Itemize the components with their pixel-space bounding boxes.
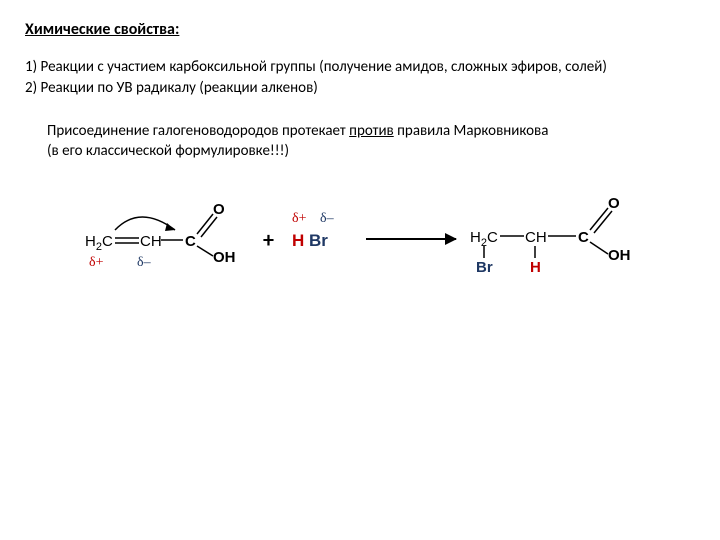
reaction-arrow (366, 238, 456, 240)
atom-label: C (185, 234, 196, 249)
reactant-acrylic-acid: H2C CH C O OH δ+ δ– (85, 194, 245, 284)
markovnikov-note: Присоединение галогеноводородов протекае… (47, 121, 695, 162)
atom-label: O (213, 202, 225, 217)
page-title: Химические свойства: (25, 20, 695, 39)
atom-label: CH (140, 234, 162, 249)
atom-label: CH (525, 230, 547, 245)
note-text: правила Марковникова (394, 122, 549, 140)
atom-label: OH (213, 250, 236, 265)
atom-label: O (608, 196, 620, 211)
reaction-scheme: H2C CH C O OH δ+ δ– + δ+ δ– H Br (35, 192, 695, 287)
note-text: (в его классической формулировке!!!) (47, 142, 289, 160)
atom-label: H (530, 260, 541, 275)
list-item: 2) Реакции по УВ радикалу (реакции алкен… (25, 78, 695, 99)
plus-sign: + (259, 226, 278, 253)
reactant-hbr: δ+ δ– H Br (292, 214, 352, 264)
note-keyword: против (349, 122, 394, 140)
charge-label: δ+ (89, 256, 104, 270)
atom-label: Br (476, 260, 493, 275)
product: H2C CH C O OH Br H (470, 192, 645, 287)
reaction-types-list: 1) Реакции с участием карбоксильной груп… (25, 57, 695, 99)
atom-label: OH (608, 248, 631, 263)
atom-label: H2C (470, 230, 498, 249)
charge-label: δ+ (292, 212, 307, 226)
list-item: 1) Реакции с участием карбоксильной груп… (25, 57, 695, 78)
note-text: Присоединение галогеноводородов протекае… (47, 122, 349, 140)
charge-label: δ– (320, 212, 334, 226)
atom-label: H2C (85, 234, 113, 253)
charge-label: δ– (137, 256, 151, 270)
atom-label: H Br (292, 232, 328, 249)
atom-label: C (578, 230, 589, 245)
